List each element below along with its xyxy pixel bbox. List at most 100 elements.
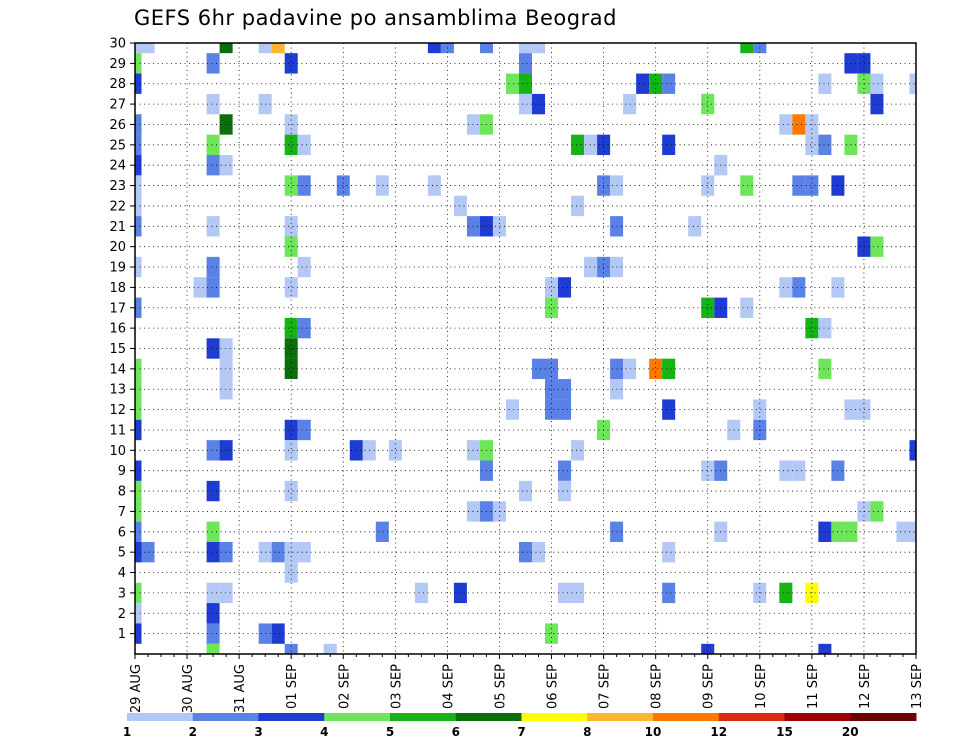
cell bbox=[558, 480, 572, 502]
x-tick-label: 13 SEP bbox=[910, 664, 925, 709]
cell bbox=[135, 541, 142, 563]
cell bbox=[518, 93, 533, 115]
cell bbox=[135, 43, 142, 54]
cell bbox=[896, 521, 910, 542]
cell bbox=[662, 73, 676, 94]
cell bbox=[545, 623, 559, 644]
cell bbox=[258, 541, 272, 563]
y-tick-label: 27 bbox=[109, 98, 126, 113]
cell bbox=[518, 541, 533, 563]
cell bbox=[258, 623, 272, 644]
cell bbox=[375, 521, 389, 542]
cell bbox=[818, 643, 832, 654]
cell bbox=[284, 175, 298, 196]
cell bbox=[518, 43, 533, 54]
y-tick-label: 20 bbox=[109, 240, 126, 255]
cell bbox=[571, 582, 585, 604]
x-tick-label: 30 AUG bbox=[181, 664, 196, 713]
cell bbox=[492, 216, 506, 237]
cell bbox=[818, 73, 832, 94]
cell bbox=[909, 521, 916, 542]
legend-swatch bbox=[521, 713, 588, 721]
cell bbox=[623, 93, 637, 115]
y-tick-label: 14 bbox=[109, 362, 126, 377]
legend-swatch bbox=[653, 713, 720, 721]
x-tick-label: 06 SEP bbox=[546, 664, 561, 709]
cell bbox=[857, 399, 871, 420]
cell bbox=[284, 338, 298, 359]
cell bbox=[662, 541, 676, 563]
cell bbox=[870, 93, 884, 115]
cell bbox=[206, 93, 220, 115]
y-tick-label: 29 bbox=[109, 57, 126, 72]
cell bbox=[135, 460, 142, 481]
cell bbox=[818, 358, 832, 380]
cell bbox=[206, 216, 220, 237]
cell bbox=[870, 73, 884, 94]
cell bbox=[284, 562, 298, 583]
cell bbox=[545, 358, 559, 380]
cell bbox=[284, 53, 298, 74]
cell bbox=[701, 297, 715, 318]
cell bbox=[206, 134, 220, 156]
cell bbox=[219, 440, 233, 461]
cell bbox=[135, 501, 142, 522]
cell bbox=[297, 317, 311, 339]
legend-swatch bbox=[784, 713, 851, 721]
legend-label: 2 bbox=[189, 725, 197, 739]
cell bbox=[284, 440, 298, 461]
cell bbox=[662, 358, 676, 380]
chart-title: GEFS 6hr padavine po ansamblima Beograd bbox=[134, 6, 617, 30]
legend-label: 12 bbox=[710, 725, 727, 739]
x-tick-label: 09 SEP bbox=[702, 664, 717, 709]
cell bbox=[219, 338, 233, 359]
legend-label: 10 bbox=[645, 725, 662, 739]
cell bbox=[135, 155, 142, 176]
cell bbox=[297, 175, 311, 196]
y-tick-label: 10 bbox=[109, 444, 126, 459]
cell bbox=[284, 643, 298, 654]
legend-swatch bbox=[587, 713, 654, 721]
cell bbox=[870, 236, 884, 257]
legend-swatch bbox=[850, 713, 917, 721]
cell bbox=[135, 582, 142, 604]
legend-label: 4 bbox=[320, 725, 328, 739]
cell bbox=[284, 358, 298, 380]
cell bbox=[518, 53, 533, 74]
cell bbox=[135, 623, 142, 644]
y-tick-label: 23 bbox=[109, 179, 126, 194]
cell bbox=[558, 399, 572, 420]
cell bbox=[206, 277, 220, 298]
cell bbox=[545, 277, 559, 298]
cell bbox=[271, 623, 285, 644]
cell bbox=[701, 93, 715, 115]
cell bbox=[558, 460, 572, 481]
cell bbox=[545, 379, 559, 400]
y-tick-label: 13 bbox=[109, 383, 126, 398]
y-tick-label: 4 bbox=[118, 566, 126, 581]
y-tick-label: 18 bbox=[109, 281, 126, 296]
cell bbox=[219, 114, 233, 135]
cell bbox=[505, 399, 519, 420]
cell bbox=[271, 43, 285, 54]
y-tick-label: 28 bbox=[109, 77, 126, 92]
x-tick-label: 11 SEP bbox=[806, 664, 821, 709]
cell bbox=[135, 114, 142, 135]
cell bbox=[219, 582, 233, 604]
cell bbox=[584, 256, 598, 278]
cell bbox=[323, 643, 337, 654]
cell bbox=[135, 379, 142, 400]
legend-swatch bbox=[324, 713, 391, 721]
cell bbox=[662, 134, 676, 156]
cell bbox=[206, 480, 220, 502]
y-axis: 1234567891011121314151617181920212223242… bbox=[109, 37, 135, 642]
cell bbox=[135, 134, 142, 156]
cell bbox=[135, 399, 142, 420]
cell bbox=[805, 317, 819, 339]
x-tick-label: 04 SEP bbox=[441, 664, 456, 709]
cell bbox=[792, 277, 806, 298]
cell bbox=[909, 440, 916, 461]
cell bbox=[135, 195, 142, 217]
cell bbox=[453, 582, 467, 604]
cell bbox=[297, 134, 311, 156]
